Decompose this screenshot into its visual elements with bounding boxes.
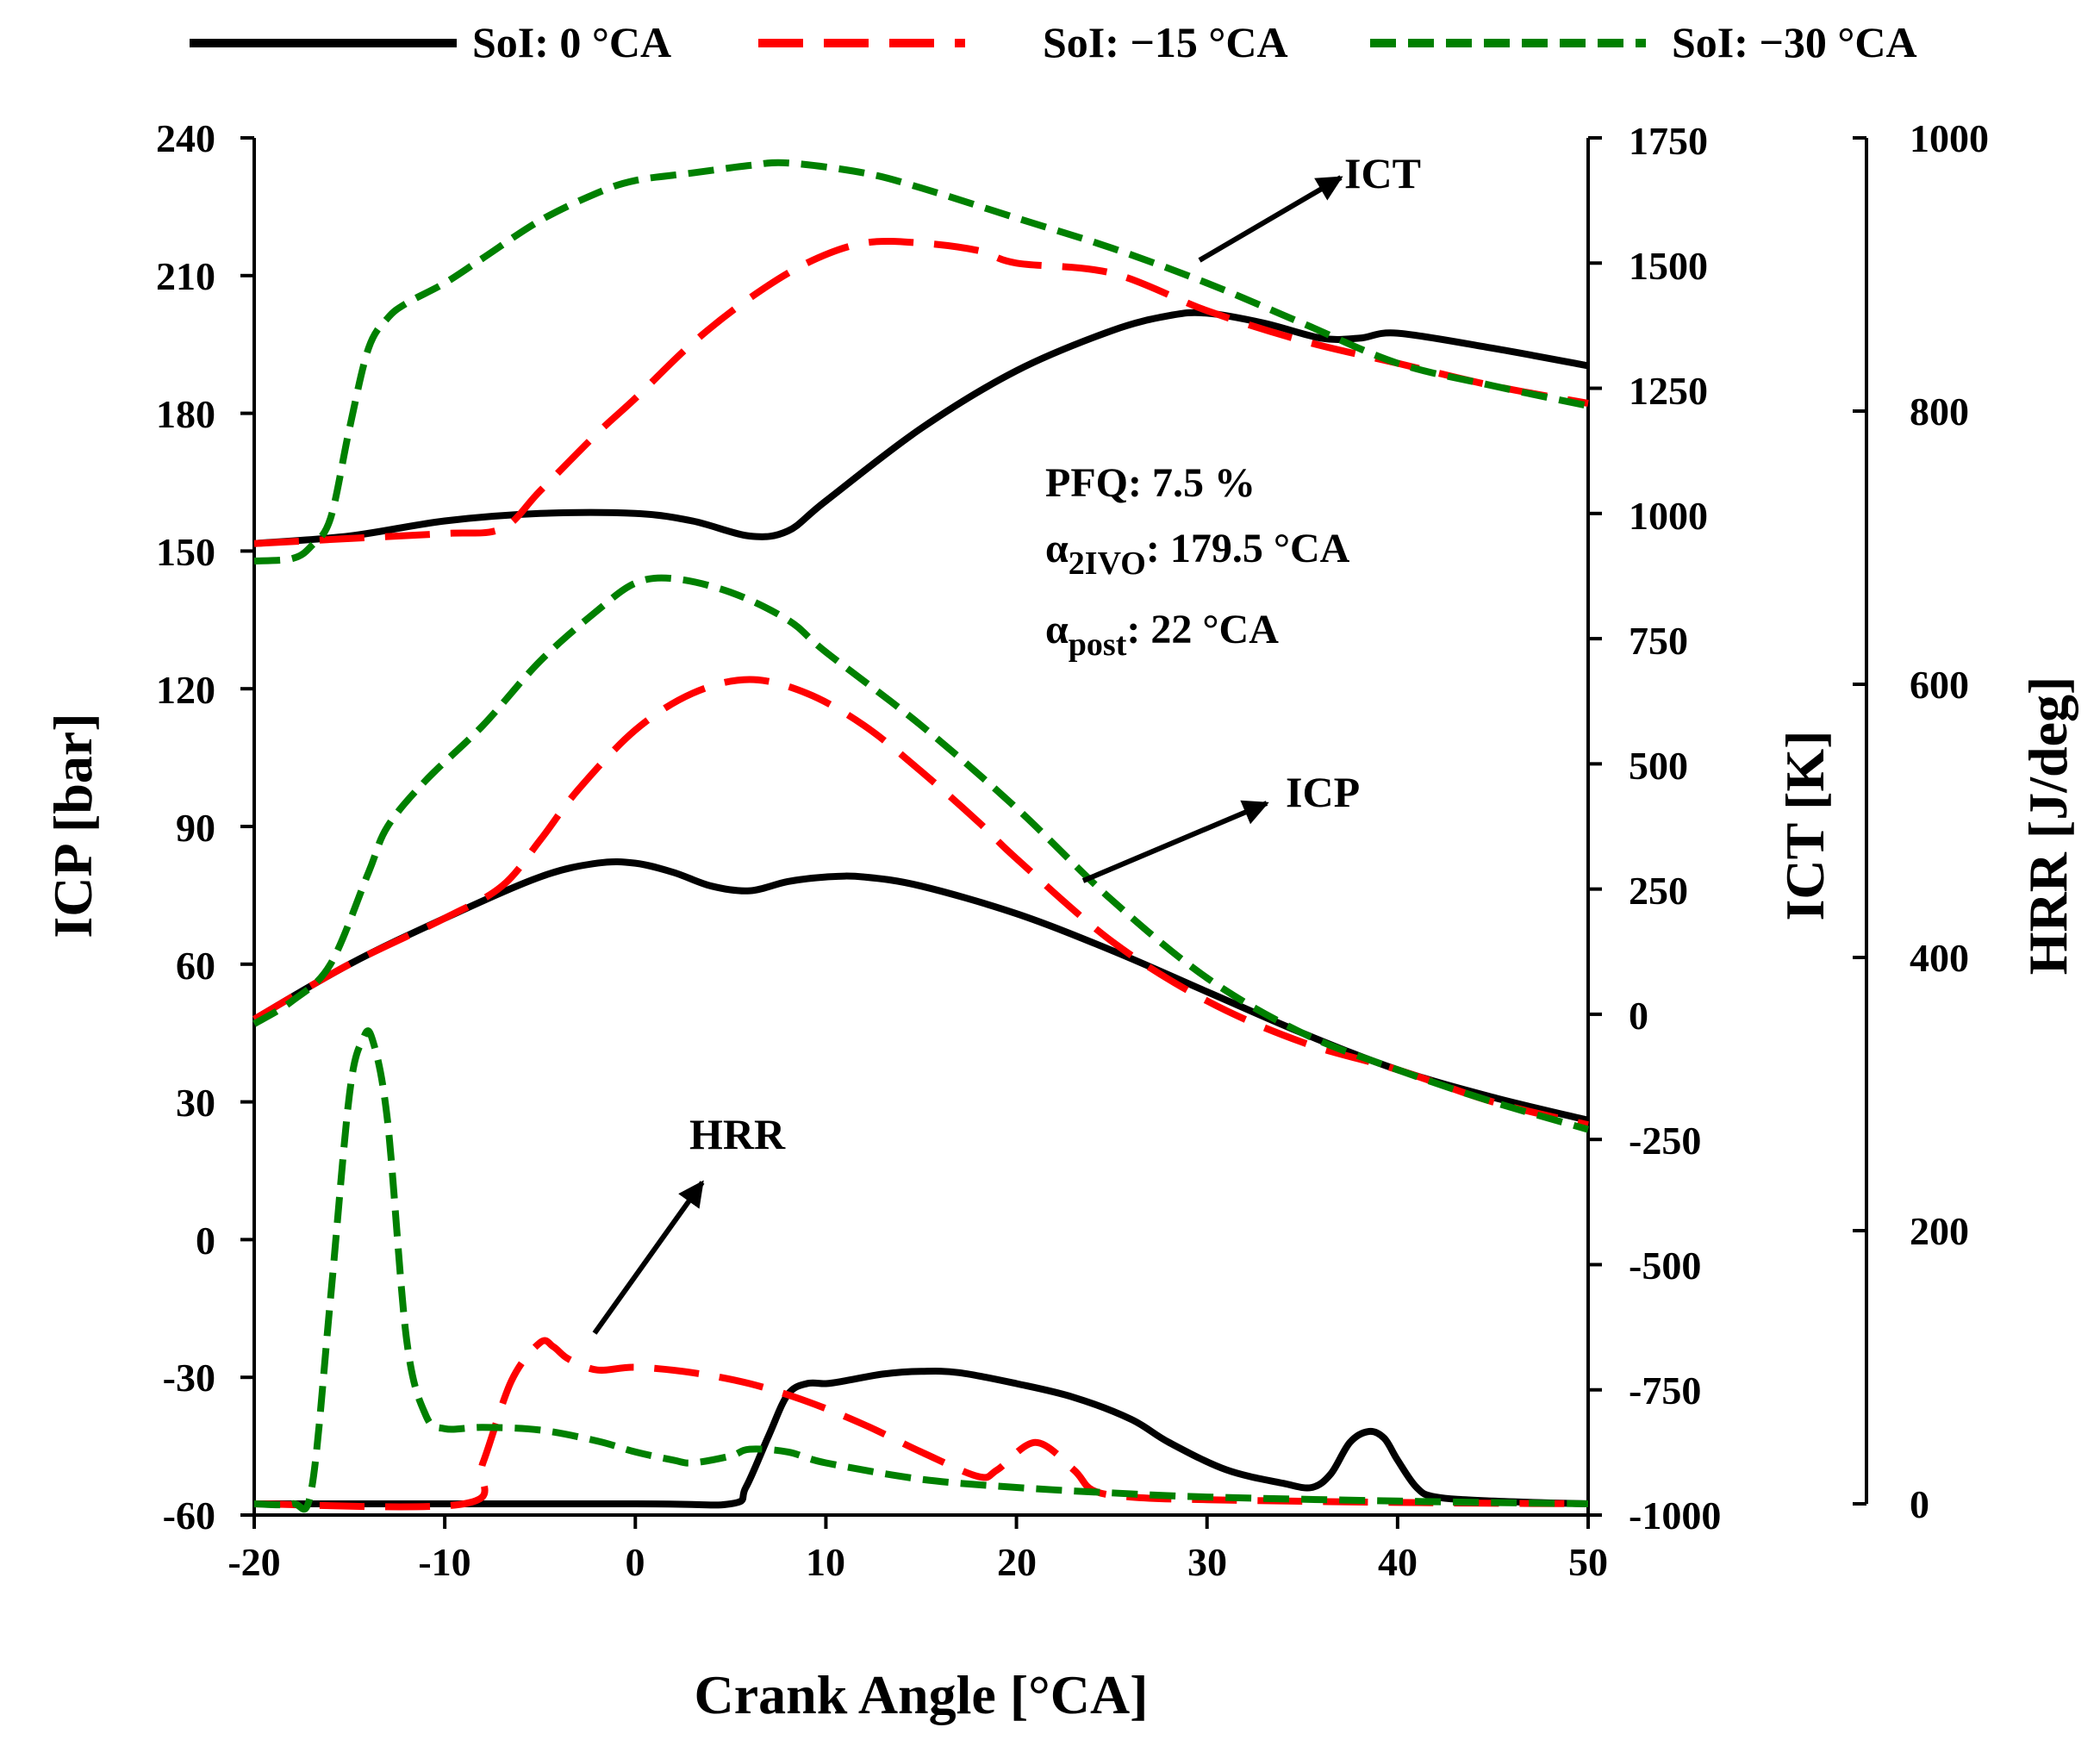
icp-tick-label: 90 [176,806,215,850]
alpha-2ivo-symbol: α [1045,526,1069,571]
ict-tick-label: 0 [1629,994,1648,1038]
hrr-tick-label: 400 [1910,936,1969,980]
hrr-tick-labels: 0 200 400 600 800 1000 [1910,116,1989,1526]
legend: SoI: 0 °CA SoI: −15 °CA SoI: −30 °CA [190,18,1917,66]
ict-annotation-label: ICT [1344,149,1421,197]
icp-tick-labels: -60 -30 0 30 60 90 120 150 180 210 240 [156,116,215,1537]
ict-tick-label: -500 [1629,1244,1701,1288]
alpha-post-subscript: post [1069,627,1127,663]
hrr-tick-label: 0 [1910,1482,1929,1526]
icp-series-soi-minus-15 [252,676,1589,1129]
ict-series-soi-minus-15 [253,237,1589,547]
ict-axis-title: ICT [K] [1774,730,1835,920]
alpha-2ivo-value: : 179.5 °CA [1146,526,1350,571]
x-tick-label: -10 [418,1540,470,1584]
x-tick-label: 30 [1187,1540,1227,1584]
ict-series-soi-minus-30 [253,159,1589,564]
ict-tick-label: -250 [1629,1119,1701,1163]
icp-tick-label: 30 [176,1081,215,1125]
legend-label-soi-minus-30: SoI: −30 °CA [1672,18,1917,66]
hrr-tick-label: 200 [1910,1209,1969,1253]
icp-tick-label: 180 [156,392,215,436]
legend-label-soi-0: SoI: 0 °CA [472,18,671,66]
ict-tick-label: 500 [1629,744,1688,788]
icp-tick-label: 210 [156,254,215,298]
ict-arrow [1198,175,1343,263]
x-tick-label: 10 [806,1540,845,1584]
icp-tick-label: 240 [156,116,215,160]
icp-tick-label: 150 [156,530,215,574]
alpha-2ivo-subscript: 2IVO [1069,546,1146,582]
hrr-arrow [592,1180,705,1335]
ict-tick-label: -1000 [1629,1493,1721,1537]
x-tick-label: 40 [1378,1540,1418,1584]
annotations: ICT ICP HRR PFQ: 7.5 % α2IVO: 179.5 °CA … [592,149,1421,1335]
ict-tick-label: 1750 [1629,119,1708,163]
icp-axis-title: ICP [bar] [42,713,103,938]
hrr-tick-label: 800 [1910,390,1969,433]
x-axis-title: Crank Angle [°CA] [695,1664,1149,1725]
x-tick-labels: -20 -10 0 10 20 30 40 50 [227,1540,1608,1584]
ict-tick-label: 750 [1629,619,1688,663]
ict-series-soi-0 [253,309,1589,547]
alpha-post-text: αpost: 22 °CA [1045,607,1279,663]
hrr-axis-title: HRR [J/deg] [2017,677,2078,976]
alpha-2ivo-text: α2IVO: 179.5 °CA [1045,526,1350,582]
ict-tick-label: 250 [1629,869,1688,913]
legend-label-soi-minus-15: SoI: −15 °CA [1043,18,1288,66]
ict-tick-label: 1250 [1629,369,1708,413]
icp-tick-label: -30 [163,1356,215,1400]
tick-marks [240,136,1866,1529]
ict-tick-label: -750 [1629,1369,1701,1412]
alpha-post-symbol: α [1045,607,1069,652]
icp-tick-label: 60 [176,944,215,988]
x-tick-label: 0 [626,1540,645,1584]
x-tick-label: 20 [997,1540,1037,1584]
icp-tick-label: 0 [196,1219,215,1263]
axes [240,136,1868,1529]
x-tick-label: -20 [227,1540,280,1584]
ict-tick-labels: -1000 -750 -500 -250 0 250 500 750 1000 … [1629,119,1721,1537]
x-tick-label: 50 [1568,1540,1608,1584]
pfq-text: PFQ: 7.5 % [1045,460,1256,506]
icp-tick-label: -60 [163,1493,215,1537]
ict-tick-label: 1500 [1629,244,1708,288]
hrr-series-soi-minus-15 [253,1337,1589,1511]
ict-tick-label: 1000 [1629,494,1708,538]
icp-arrow [1081,800,1269,883]
hrr-tick-label: 600 [1910,663,1969,707]
icp-tick-label: 120 [156,668,215,712]
icp-annotation-label: ICP [1286,768,1360,816]
alpha-post-value: : 22 °CA [1126,607,1279,652]
icp-series-soi-0 [252,857,1589,1124]
hrr-tick-label: 1000 [1910,116,1989,160]
hrr-annotation-label: HRR [689,1110,786,1158]
icp-series-soi-minus-30 [252,574,1590,1133]
series-layer [252,159,1590,1513]
hrr-series-soi-0 [254,1368,1589,1509]
